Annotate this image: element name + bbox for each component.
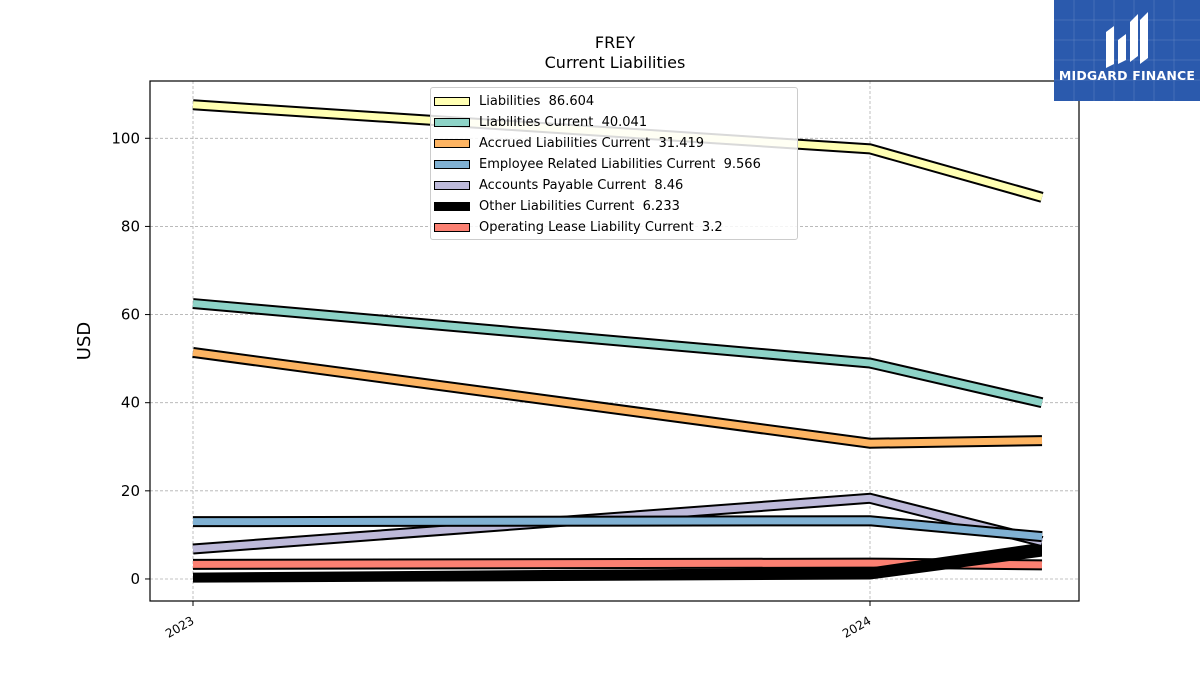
legend-swatch (434, 202, 470, 211)
logo-mark-icon (1054, 0, 1200, 101)
series-line (192, 101, 1043, 201)
legend-item: Liabilities 86.604 (431, 91, 797, 112)
x-tick-label: 2023 (163, 613, 196, 640)
legend-label: Accounts Payable Current 8.46 (479, 178, 684, 193)
y-tick-label: 100 (111, 129, 140, 147)
legend-swatch (434, 118, 470, 127)
legend-item: Accounts Payable Current 8.46 (431, 175, 797, 196)
y-tick-label: 60 (121, 306, 140, 324)
y-tick-label: 0 (130, 570, 140, 588)
legend-swatch (434, 181, 470, 190)
legend-item: Liabilities Current 40.041 (431, 112, 797, 133)
legend-label: Employee Related Liabilities Current 9.5… (479, 157, 761, 172)
legend: Liabilities 86.604 Liabilities Current 4… (430, 87, 798, 240)
series-line (192, 348, 1043, 447)
legend-item: Other Liabilities Current 6.233 (431, 196, 797, 217)
series-line (192, 300, 1043, 407)
y-tick-label: 40 (121, 394, 140, 412)
logo-text: MIDGARD FINANCE (1058, 68, 1196, 83)
legend-swatch (434, 139, 470, 148)
legend-swatch (434, 97, 470, 106)
legend-swatch (434, 160, 470, 169)
legend-swatch (434, 223, 470, 232)
legend-label: Liabilities 86.604 (479, 94, 595, 109)
series-line (192, 517, 1043, 541)
y-axis-label: USD (74, 322, 95, 360)
series-line-outline (192, 298, 1044, 409)
x-tick-label: 2024 (840, 613, 873, 640)
chart-subtitle: Current Liabilities (544, 53, 686, 72)
legend-label: Operating Lease Liability Current 3.2 (479, 220, 723, 235)
legend-label: Liabilities Current 40.041 (479, 115, 648, 130)
y-tick-label: 20 (121, 482, 140, 500)
plot-frame (149, 80, 1080, 602)
legend-label: Other Liabilities Current 6.233 (479, 199, 680, 214)
legend-item: Operating Lease Liability Current 3.2 (431, 217, 797, 238)
chart-title: FREY (594, 33, 636, 52)
legend-item: Accrued Liabilities Current 31.419 (431, 133, 797, 154)
series-line-other-liabilities-current (193, 542, 1042, 583)
legend-label: Accrued Liabilities Current 31.419 (479, 136, 705, 151)
y-tick-label: 80 (121, 217, 140, 235)
legend-item: Employee Related Liabilities Current 9.5… (431, 154, 797, 175)
brand-logo: MIDGARD FINANCE (1054, 0, 1200, 101)
